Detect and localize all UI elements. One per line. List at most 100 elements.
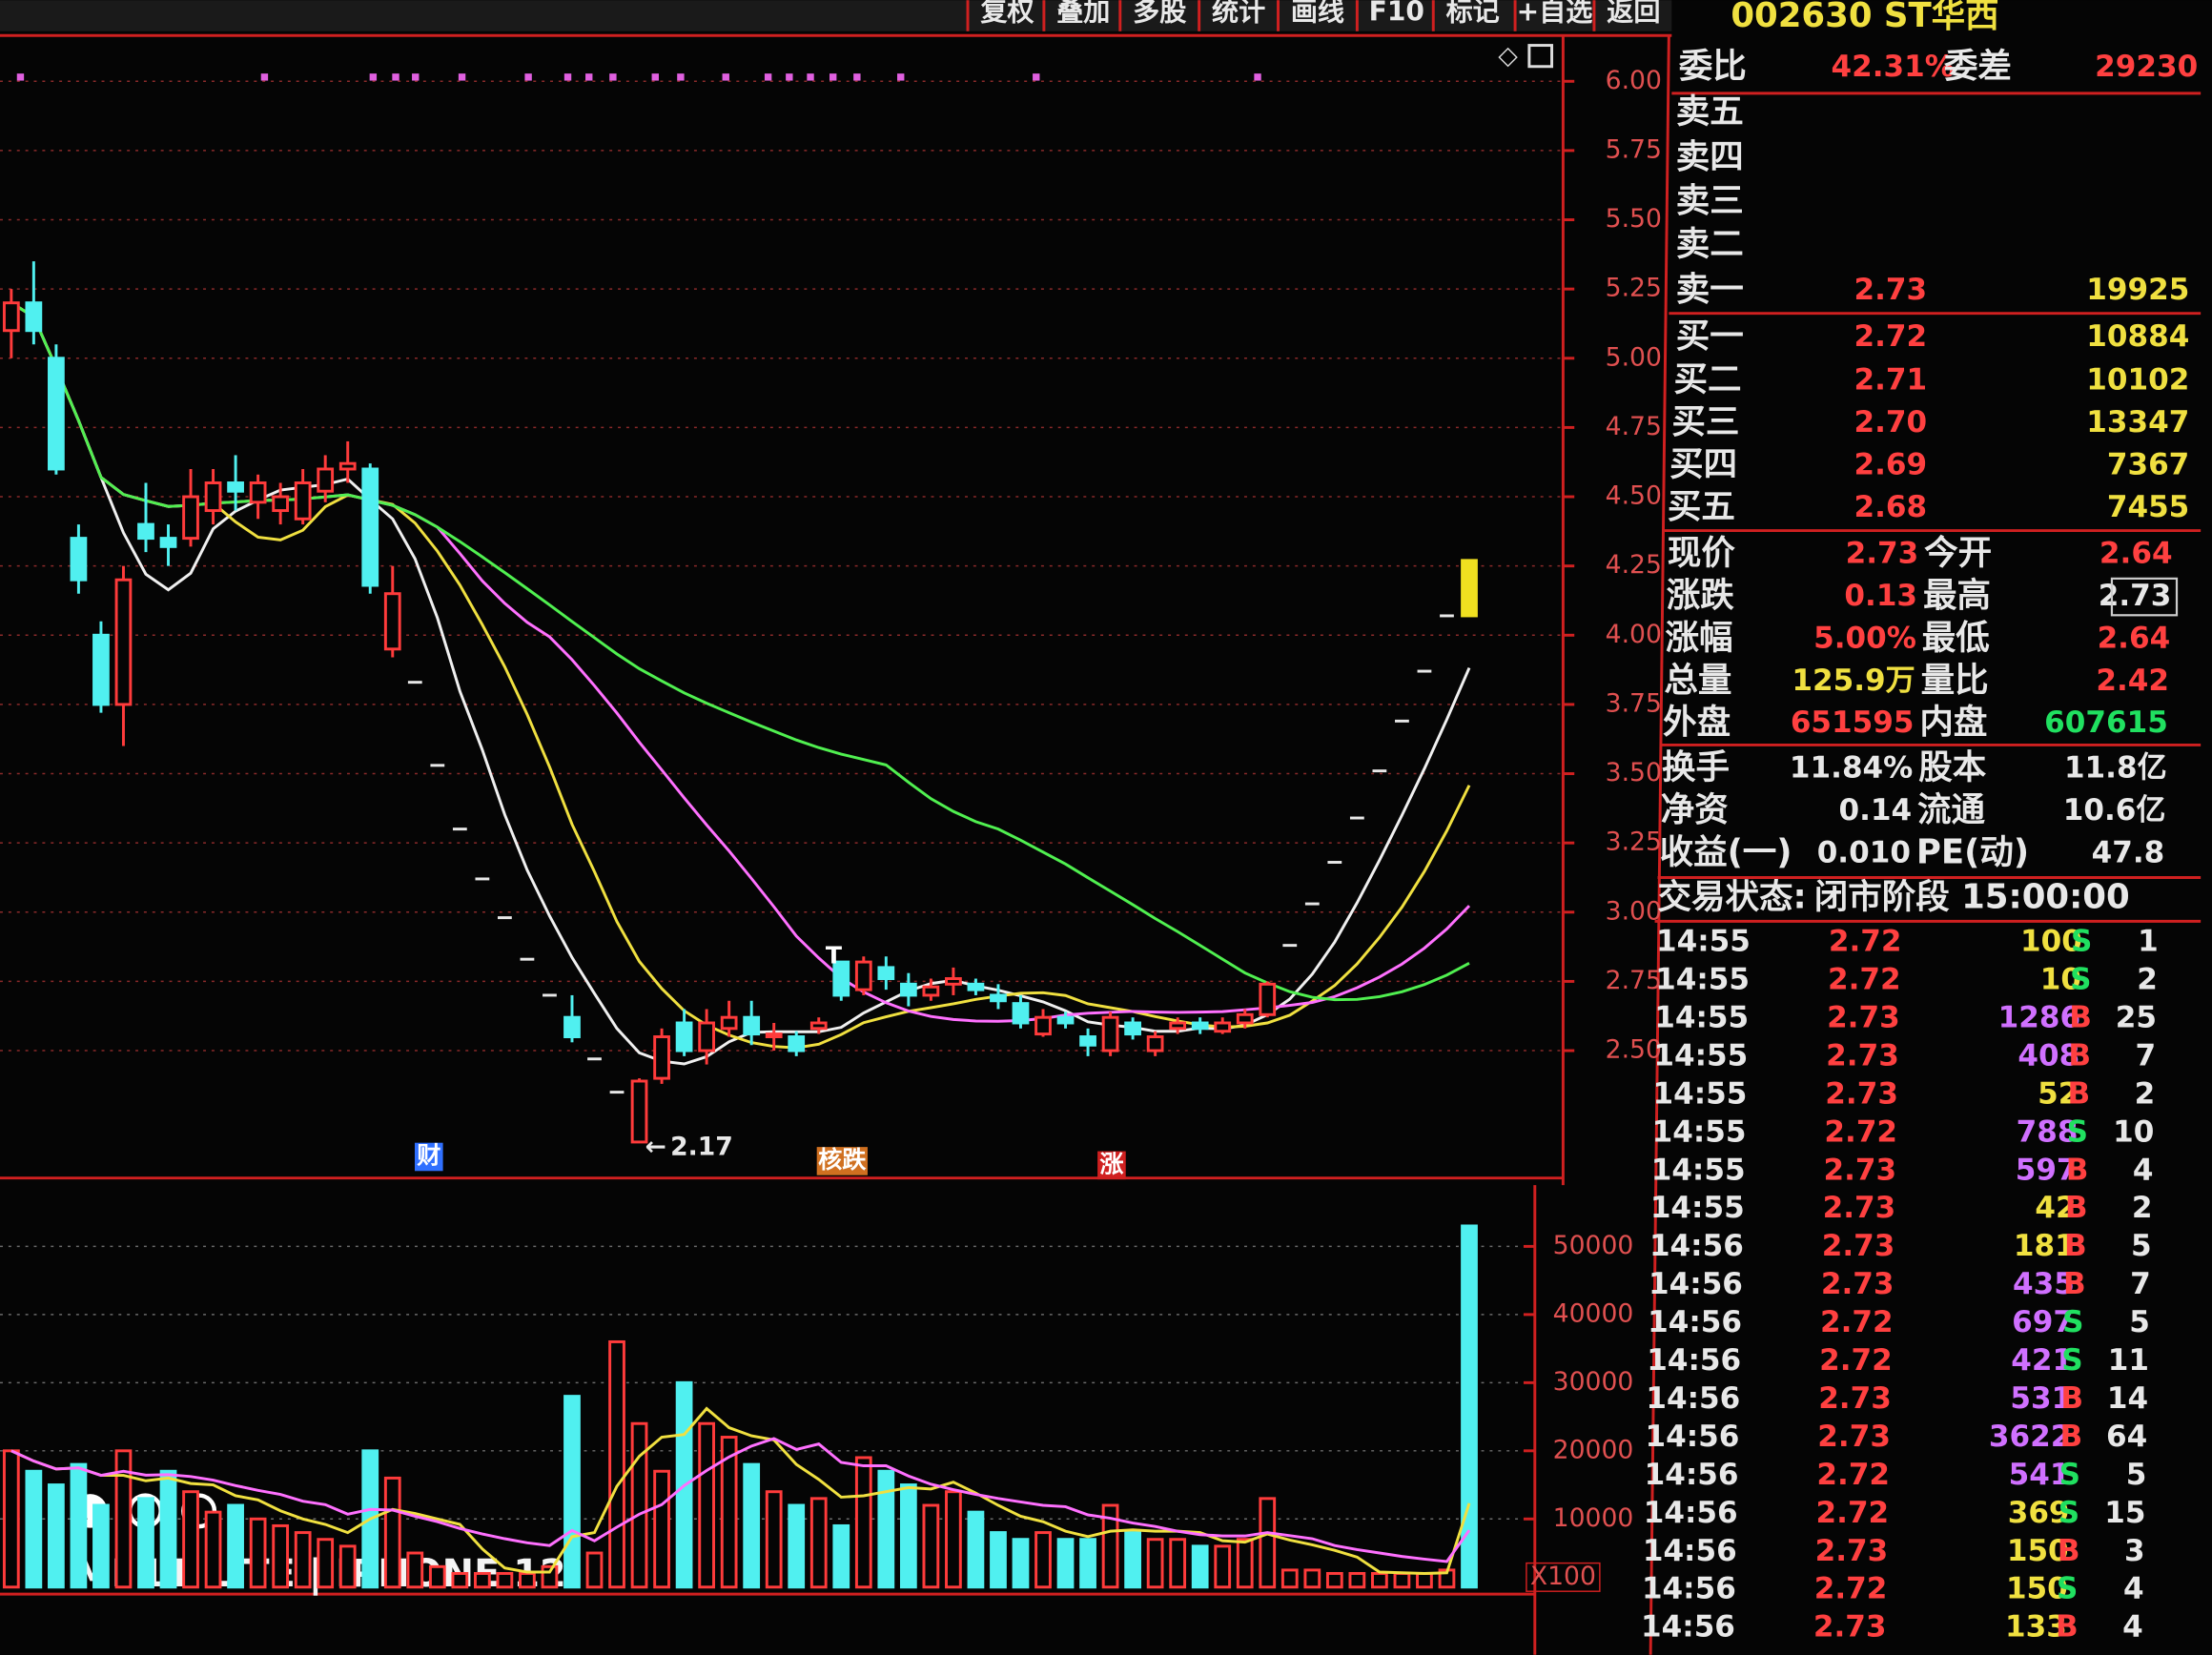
toolbar-button[interactable]: 复权 <box>980 0 1034 28</box>
toolbar-button[interactable]: F10 <box>1369 0 1424 28</box>
volume-bar <box>720 1436 738 1589</box>
quote-label: 今开 <box>1924 534 1992 573</box>
trade-time: 14:55 <box>1652 1114 1747 1149</box>
volume-bar <box>159 1469 177 1589</box>
trade-side: S <box>2070 963 2091 997</box>
trade-volume: 1286 <box>1998 1000 2080 1034</box>
quote-value: 651595 <box>1791 705 1915 740</box>
candle-body <box>272 495 290 513</box>
volume-bar <box>1259 1497 1277 1589</box>
y-tick-label: 20000 <box>1553 1435 1634 1464</box>
candle-body <box>227 481 244 493</box>
trade-side: B <box>2060 1420 2083 1454</box>
toolbar-button[interactable]: 叠加 <box>1056 0 1110 28</box>
trade-count: 3 <box>2124 1534 2145 1568</box>
volume-bar <box>743 1462 761 1589</box>
volume-bar <box>585 1551 604 1589</box>
candle-body <box>832 960 850 997</box>
volume-bar <box>922 1503 940 1589</box>
diff-value: 29230 <box>2095 50 2198 84</box>
quote-value: 2.73 <box>2099 579 2172 613</box>
trade-count: 4 <box>2122 1610 2143 1645</box>
toolbar-bar <box>0 0 1672 31</box>
toolbar-button[interactable]: +自选 <box>1517 0 1593 28</box>
volume-bar <box>1056 1538 1075 1589</box>
trade-side: B <box>2064 1229 2087 1263</box>
trade-side: B <box>2065 1191 2088 1225</box>
volume-bar <box>1101 1503 1119 1589</box>
ratio-value: 42.31% <box>1832 50 1955 84</box>
y-tick-label: 40000 <box>1553 1298 1634 1328</box>
candle-body <box>990 993 1007 1003</box>
trade-volume: 42 <box>2035 1191 2076 1225</box>
y-tick-label: 50000 <box>1553 1231 1634 1260</box>
trade-time: 14:56 <box>1645 1420 1739 1454</box>
volume-bar <box>1371 1571 1388 1589</box>
book-price: 2.69 <box>1854 447 1927 481</box>
trade-time: 14:56 <box>1645 1458 1739 1492</box>
candle-body <box>204 481 222 513</box>
trade-price: 2.73 <box>1827 1000 1900 1034</box>
volume-bar <box>406 1551 424 1589</box>
trade-side: B <box>2060 1381 2083 1416</box>
candle-body <box>675 1021 693 1052</box>
trade-side: S <box>2061 1343 2082 1378</box>
unit-label: X100 <box>1530 1562 1596 1591</box>
trade-price: 2.73 <box>1818 1381 1892 1416</box>
diamond-icon[interactable]: ◇ <box>1498 41 1518 71</box>
trade-side: B <box>2063 1267 2086 1301</box>
toolbar-button[interactable]: 画线 <box>1291 0 1344 28</box>
y-tick-label: 5.75 <box>1606 134 1662 164</box>
trade-price: 2.73 <box>1825 1076 1898 1111</box>
quote-label: 换手 <box>1662 748 1730 787</box>
toolbar-button[interactable]: 统计 <box>1212 0 1265 28</box>
signal-dot <box>524 73 532 81</box>
quote-label: 总量 <box>1664 661 1731 700</box>
book-volume: 10884 <box>2086 319 2189 354</box>
trade-volume: 133 <box>2005 1610 2067 1645</box>
trade-count: 1 <box>2138 925 2159 959</box>
status-label: 交易状态: <box>1658 878 1807 917</box>
signal-dot <box>897 73 905 81</box>
volume-bar <box>473 1571 491 1589</box>
volume-bar <box>899 1483 917 1589</box>
volume-bar <box>496 1571 514 1589</box>
window-icon[interactable] <box>1527 44 1554 69</box>
ratio-label: 委比 <box>1679 47 1747 86</box>
candle-body <box>2 301 20 333</box>
quote-label: PE(动) <box>1916 832 2029 871</box>
volume-bar <box>1079 1538 1096 1589</box>
quote-label: 净资 <box>1661 790 1729 829</box>
toolbar-button[interactable]: 标记 <box>1446 0 1500 28</box>
signal-dot <box>392 73 399 81</box>
trade-count: 5 <box>2131 1229 2152 1263</box>
trade-price: 2.72 <box>1829 925 1902 959</box>
toolbar-button[interactable]: 多股 <box>1133 0 1186 28</box>
trade-time: 14:56 <box>1648 1305 1742 1339</box>
candle-body <box>1034 1015 1052 1036</box>
trade-side: B <box>2066 1153 2089 1187</box>
candle-body <box>294 481 312 521</box>
toolbar-button[interactable]: 返回 <box>1607 0 1660 28</box>
quote-label: 涨幅 <box>1666 618 1733 657</box>
trade-price: 2.73 <box>1815 1534 1889 1568</box>
quote-value: 607615 <box>2044 705 2168 740</box>
candle-body <box>1124 1021 1141 1036</box>
trade-count: 4 <box>2123 1572 2144 1606</box>
trade-time: 14:55 <box>1651 1153 1746 1187</box>
volume-bar <box>114 1449 133 1589</box>
trade-volume: 788 <box>2017 1114 2079 1149</box>
trade-volume: 10 <box>2040 963 2081 997</box>
book-label: 买四 <box>1669 444 1737 483</box>
trade-time: 14:56 <box>1641 1610 1735 1645</box>
status-value: 闭市阶段 15:00:00 <box>1814 878 2130 917</box>
candle-body <box>361 467 379 587</box>
quote-value: 2.42 <box>2096 664 2169 698</box>
candle-body <box>1146 1035 1164 1052</box>
quote-value: 2.73 <box>1846 537 1919 571</box>
volume-bar <box>204 1510 222 1589</box>
quote-label: 现价 <box>1668 534 1735 573</box>
low-label: 2.17 <box>670 1132 733 1161</box>
trade-time: 14:55 <box>1653 1038 1748 1073</box>
y-tick-label: 4.25 <box>1606 550 1662 580</box>
